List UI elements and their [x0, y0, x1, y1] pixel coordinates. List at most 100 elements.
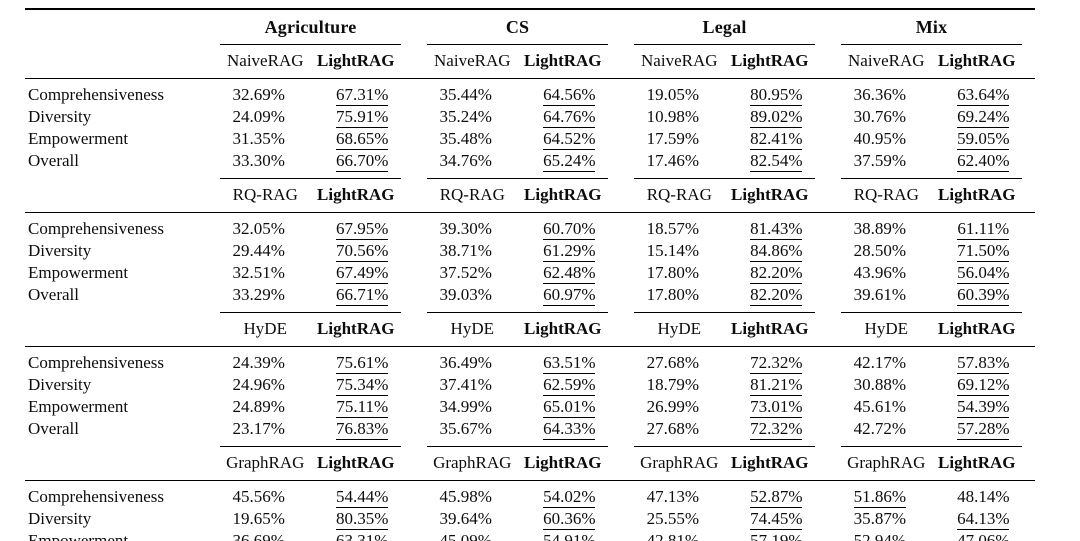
- value-baseline: 35.87%: [853, 509, 906, 529]
- value-baseline: 15.14%: [646, 241, 699, 261]
- group-header-cs: CS: [414, 9, 621, 45]
- value-lightrag: 60.70%: [543, 219, 596, 240]
- table-row-overall: Overall 33.30% 66.70% 34.76% 65.24% 17.46% 82.…: [25, 150, 1035, 178]
- value-cell-lightrag: 82.41%: [725, 128, 829, 150]
- value-cell-baseline: 27.68%: [621, 418, 725, 446]
- value-baseline: 32.05%: [232, 219, 285, 239]
- value-cell-lightrag: 64.33%: [518, 418, 622, 446]
- value-cell-lightrag: 47.06%: [932, 530, 1036, 541]
- value-lightrag: 65.01%: [543, 397, 596, 418]
- value-lightrag: 63.51%: [543, 353, 596, 374]
- subhead-mix-rq-rag: RQ-RAG LightRAG: [828, 178, 1036, 213]
- baseline-header-graphrag: GraphRAG: [433, 453, 512, 472]
- subhead-pair-cs: GraphRAG LightRAG: [427, 446, 609, 480]
- value-cell-baseline: 18.57%: [621, 213, 725, 241]
- value-baseline: 17.80%: [646, 263, 699, 283]
- subhead-pair-agriculture: RQ-RAG LightRAG: [220, 178, 402, 212]
- subhead-pair-mix: NaiveRAG LightRAG: [841, 45, 1022, 78]
- subhead-cs-rq-rag: RQ-RAG LightRAG: [414, 178, 622, 213]
- value-lightrag: 54.44%: [336, 487, 389, 508]
- value-cell-lightrag: 64.52%: [518, 128, 622, 150]
- value-baseline: 35.44%: [439, 85, 492, 105]
- value-cell-baseline: 33.30%: [207, 150, 311, 178]
- value-cell-lightrag: 72.32%: [725, 418, 829, 446]
- value-lightrag: 67.95%: [336, 219, 389, 240]
- value-cell-baseline: 24.96%: [207, 374, 311, 396]
- value-cell-lightrag: 54.91%: [518, 530, 622, 541]
- value-baseline: 35.24%: [439, 107, 492, 127]
- subhead-mix-hyde: HyDE LightRAG: [828, 312, 1036, 347]
- value-cell-lightrag: 67.95%: [311, 213, 415, 240]
- subhead-pair-cs: HyDE LightRAG: [427, 312, 609, 346]
- value-cell-lightrag: 63.51%: [518, 347, 622, 374]
- metric-label-diversity: Diversity: [28, 509, 92, 529]
- value-baseline: 18.57%: [646, 219, 699, 239]
- value-cell-baseline: 17.59%: [621, 128, 725, 150]
- value-cell-lightrag: 61.11%: [932, 213, 1036, 240]
- table-row-empowerment: Empowerment 36.69% 63.31% 45.09% 54.91% 42.81…: [25, 530, 1035, 541]
- value-baseline: 39.64%: [439, 509, 492, 529]
- value-cell-lightrag: 61.29%: [518, 240, 622, 262]
- value-cell-baseline: 52.94%: [828, 530, 932, 541]
- value-cell-lightrag: 81.21%: [725, 374, 829, 396]
- lightrag-header: LightRAG: [524, 185, 602, 204]
- value-lightrag: 57.83%: [957, 353, 1010, 374]
- value-cell-baseline: 45.56%: [207, 481, 311, 509]
- table-row-empowerment: Empowerment 31.35% 68.65% 35.48% 64.52% 17.59…: [25, 128, 1035, 150]
- value-baseline: 32.69%: [232, 85, 285, 105]
- metric-label-overall: Overall: [28, 285, 79, 305]
- group-name-agriculture: Agriculture: [264, 17, 357, 37]
- value-lightrag: 82.54%: [750, 151, 803, 172]
- subhead-pair-mix: GraphRAG LightRAG: [841, 446, 1023, 480]
- value-baseline: 17.59%: [646, 129, 699, 149]
- group-name-cs: CS: [505, 17, 530, 37]
- lightrag-header: LightRAG: [317, 185, 395, 204]
- subhead-legal-naiverag: NaiveRAG LightRAG: [621, 45, 829, 79]
- value-cell-baseline: 45.09%: [414, 530, 518, 541]
- value-baseline: 35.48%: [439, 129, 492, 149]
- value-lightrag: 67.49%: [336, 263, 389, 284]
- value-cell-baseline: 47.13%: [621, 481, 725, 509]
- value-lightrag: 73.01%: [750, 397, 803, 418]
- lightrag-header: LightRAG: [731, 319, 809, 338]
- subhead-pair-agriculture: GraphRAG LightRAG: [220, 446, 402, 480]
- value-lightrag: 71.50%: [957, 241, 1010, 262]
- value-cell-baseline: 30.76%: [828, 106, 932, 128]
- subhead-row-rq-rag: RQ-RAG LightRAG RQ-RAG LightRAG RQ-RAG LightR…: [25, 178, 1036, 213]
- value-baseline: 30.76%: [853, 107, 906, 127]
- baseline-header-rq-rag: RQ-RAG: [646, 185, 712, 204]
- value-baseline: 45.56%: [232, 487, 285, 507]
- value-lightrag: 54.39%: [957, 397, 1010, 418]
- value-cell-baseline: 29.44%: [207, 240, 311, 262]
- row-label-spacer: [25, 312, 207, 347]
- table-row-comprehensiveness: Comprehensiveness 24.39% 75.61% 36.49% 63.51…: [25, 347, 1035, 375]
- value-cell-baseline: 34.99%: [414, 396, 518, 418]
- metric-label-diversity: Diversity: [28, 375, 92, 395]
- lightrag-header: LightRAG: [317, 453, 395, 472]
- value-lightrag: 75.61%: [336, 353, 389, 374]
- value-baseline: 27.68%: [646, 419, 699, 439]
- value-baseline: 39.61%: [853, 285, 906, 305]
- value-baseline: 33.30%: [232, 151, 285, 171]
- value-baseline: 39.30%: [439, 219, 492, 239]
- value-cell-lightrag: 59.05%: [932, 128, 1036, 150]
- subhead-row-graphrag: GraphRAG LightRAG GraphRAG LightRAG GraphRAG…: [25, 446, 1036, 481]
- baseline-header-rq-rag: RQ-RAG: [232, 185, 298, 204]
- row-label-spacer: [25, 9, 207, 45]
- metric-label-diversity: Diversity: [28, 107, 92, 127]
- value-cell-baseline: 32.05%: [207, 213, 311, 241]
- lightrag-header: LightRAG: [731, 185, 809, 204]
- value-baseline: 29.44%: [232, 241, 285, 261]
- lightrag-header: LightRAG: [317, 51, 395, 70]
- table-row-comprehensiveness: Comprehensiveness 32.69% 67.31% 35.44% 64.56…: [25, 79, 1035, 106]
- value-cell-lightrag: 82.20%: [725, 284, 829, 312]
- value-lightrag: 69.24%: [957, 107, 1010, 128]
- value-cell-lightrag: 71.50%: [932, 240, 1036, 262]
- value-cell-lightrag: 67.31%: [311, 79, 415, 106]
- value-cell-lightrag: 66.70%: [311, 150, 415, 178]
- value-lightrag: 60.39%: [957, 285, 1010, 306]
- value-cell-baseline: 42.17%: [828, 347, 932, 375]
- value-cell-lightrag: 72.32%: [725, 347, 829, 374]
- value-cell-lightrag: 82.20%: [725, 262, 829, 284]
- value-lightrag: 75.91%: [336, 107, 389, 128]
